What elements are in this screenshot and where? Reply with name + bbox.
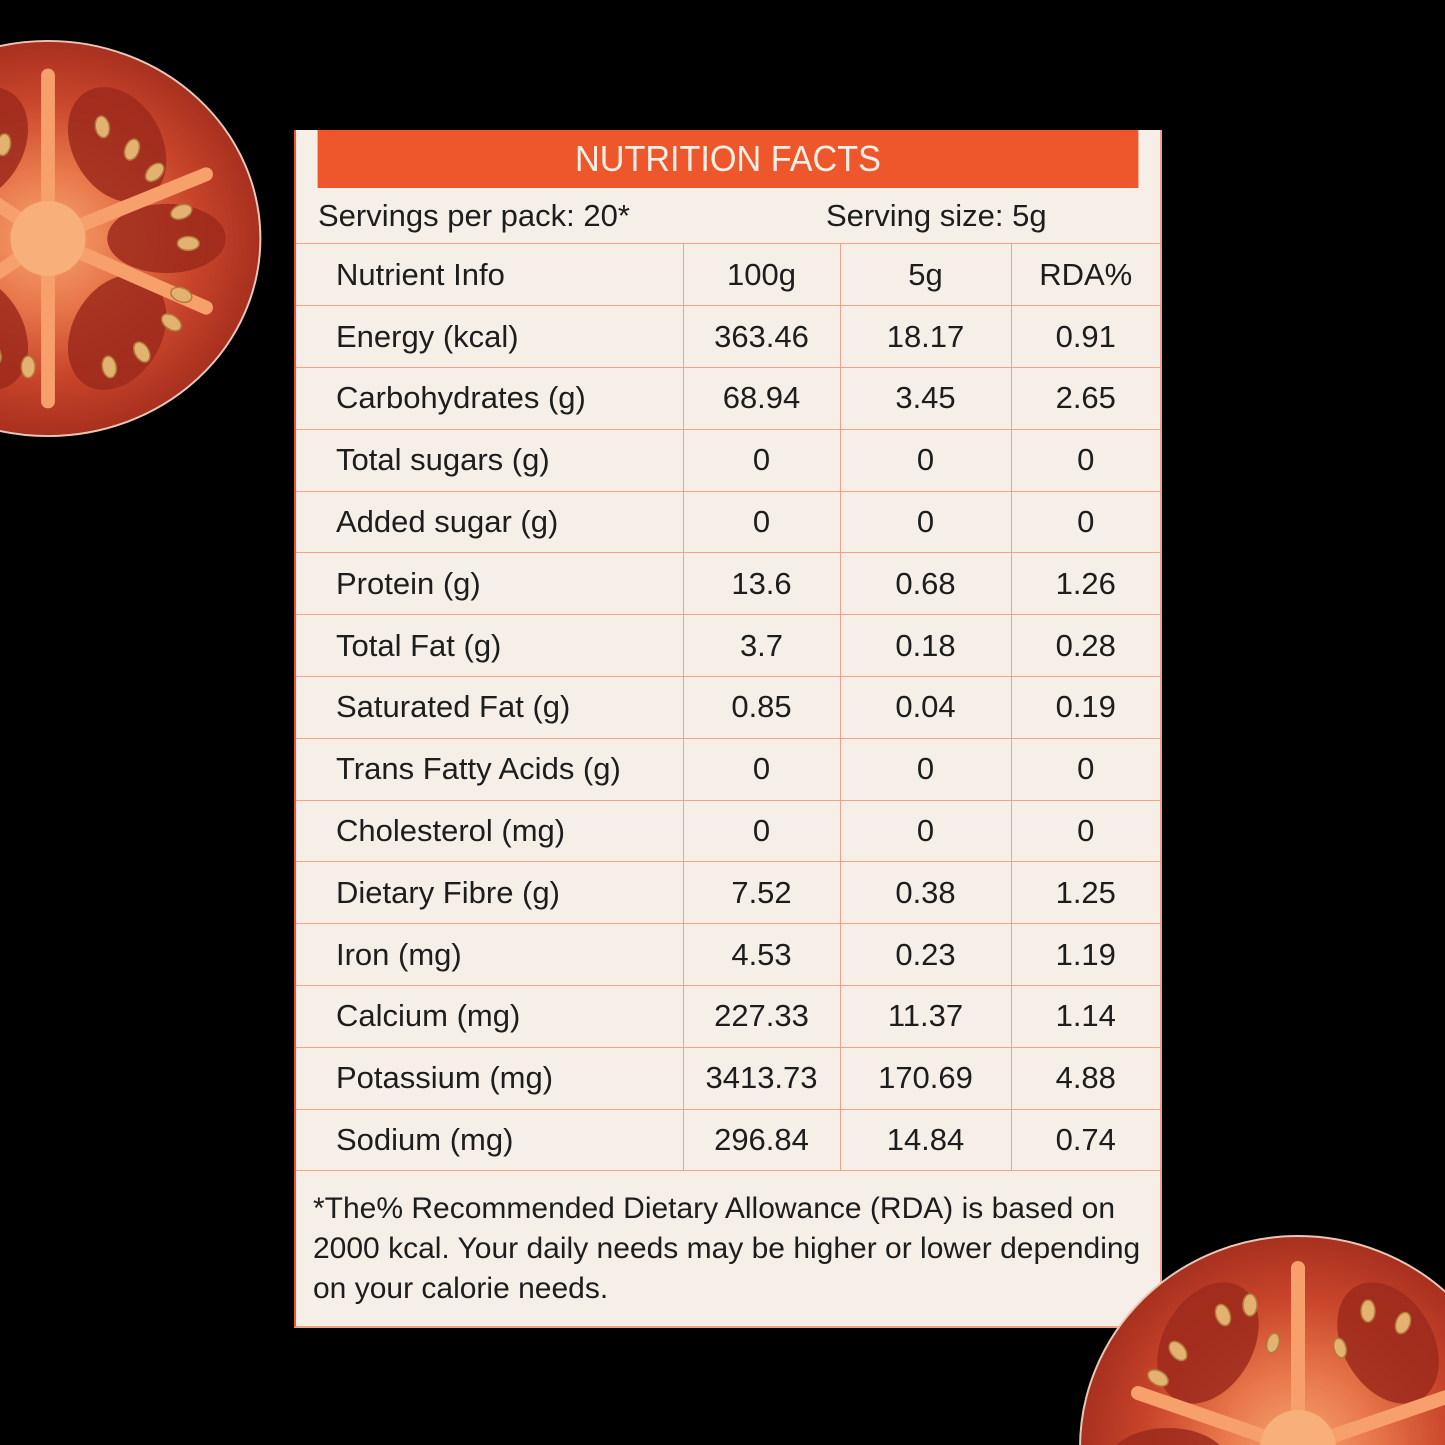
- value-rda: 0: [1011, 800, 1160, 863]
- value-100g: 13.6: [683, 552, 841, 616]
- value-5g: 14.84: [840, 1109, 1012, 1172]
- nutrient-name: Iron (mg): [296, 923, 684, 987]
- value-100g: 68.94: [683, 367, 841, 430]
- value-100g: 0: [683, 429, 841, 492]
- value-rda: 0: [1011, 491, 1160, 554]
- value-100g: 7.52: [683, 861, 841, 925]
- table-row: Saturated Fat (g) 0.85 0.04 0.19: [296, 676, 1160, 739]
- value-100g: 296.84: [683, 1109, 841, 1172]
- table-row: Total Fat (g) 3.7 0.18 0.28: [296, 614, 1160, 678]
- value-100g: 0.85: [683, 676, 841, 739]
- tomato-slice-icon: [1079, 1235, 1445, 1445]
- value-rda: 0.28: [1011, 614, 1160, 678]
- value-5g: 170.69: [840, 1047, 1012, 1110]
- value-5g: 0: [840, 429, 1012, 492]
- value-5g: 0: [840, 738, 1012, 801]
- value-rda: 0.19: [1011, 676, 1160, 739]
- nutrient-name: Trans Fatty Acids (g): [296, 738, 684, 801]
- nutrient-name: Calcium (mg): [296, 985, 684, 1048]
- value-100g: 227.33: [683, 985, 841, 1048]
- value-5g: 0.23: [840, 923, 1012, 987]
- value-5g: 0.68: [840, 552, 1012, 616]
- value-rda: 4.88: [1011, 1047, 1160, 1110]
- nutrition-facts-title: NUTRITION FACTS: [317, 130, 1139, 188]
- tomato-slice-icon: [0, 40, 262, 437]
- table-row: Energy (kcal) 363.46 18.17 0.91: [296, 305, 1160, 369]
- value-100g: 0: [683, 800, 841, 863]
- header-rda: RDA%: [1011, 244, 1160, 307]
- nutrient-name: Carbohydrates (g): [296, 367, 684, 430]
- value-rda: 0.74: [1011, 1109, 1160, 1172]
- servings-per-pack: Servings per pack: 20*: [318, 197, 630, 233]
- nutrient-name: Sodium (mg): [296, 1109, 684, 1172]
- servings-row: Servings per pack: 20* Serving size: 5g: [296, 188, 1160, 244]
- value-5g: 0: [840, 800, 1012, 863]
- table-row: Protein (g) 13.6 0.68 1.26: [296, 552, 1160, 616]
- table-row: Sodium (mg) 296.84 14.84 0.74: [296, 1109, 1160, 1172]
- value-rda: 2.65: [1011, 367, 1160, 430]
- value-5g: 0.04: [840, 676, 1012, 739]
- table-row: Trans Fatty Acids (g) 0 0 0: [296, 738, 1160, 801]
- value-100g: 3.7: [683, 614, 841, 678]
- value-5g: 0: [840, 491, 1012, 554]
- value-rda: 1.19: [1011, 923, 1160, 987]
- nutrient-name: Saturated Fat (g): [296, 676, 684, 739]
- value-5g: 0.38: [840, 861, 1012, 925]
- nutrient-table: Nutrient Info 100g 5g RDA% Energy (kcal)…: [296, 244, 1160, 1172]
- header-100g: 100g: [683, 244, 841, 307]
- nutrient-name: Total Fat (g): [296, 614, 684, 678]
- nutrient-name: Protein (g): [296, 552, 684, 616]
- table-row: Total sugars (g) 0 0 0: [296, 429, 1160, 492]
- value-5g: 11.37: [840, 985, 1012, 1048]
- nutrient-name: Added sugar (g): [296, 491, 684, 554]
- nutrition-facts-card: NUTRITION FACTS Servings per pack: 20* S…: [294, 130, 1162, 1328]
- nutrient-name: Cholesterol (mg): [296, 800, 684, 863]
- table-header-row: Nutrient Info 100g 5g RDA%: [296, 244, 1160, 307]
- value-5g: 3.45: [840, 367, 1012, 430]
- table-row: Cholesterol (mg) 0 0 0: [296, 800, 1160, 863]
- value-100g: 3413.73: [683, 1047, 841, 1110]
- value-rda: 1.25: [1011, 861, 1160, 925]
- nutrient-name: Potassium (mg): [296, 1047, 684, 1110]
- table-row: Carbohydrates (g) 68.94 3.45 2.65: [296, 367, 1160, 430]
- value-rda: 0.91: [1011, 305, 1160, 369]
- header-5g: 5g: [840, 244, 1012, 307]
- nutrient-name: Energy (kcal): [296, 305, 684, 369]
- table-row: Added sugar (g) 0 0 0: [296, 491, 1160, 554]
- table-row: Potassium (mg) 3413.73 170.69 4.88: [296, 1047, 1160, 1110]
- serving-size: Serving size: 5g: [826, 197, 1047, 233]
- value-rda: 1.14: [1011, 985, 1160, 1048]
- value-100g: 4.53: [683, 923, 841, 987]
- header-nutrient-info: Nutrient Info: [296, 244, 684, 307]
- value-rda: 1.26: [1011, 552, 1160, 616]
- value-100g: 0: [683, 491, 841, 554]
- rda-footnote: *The% Recommended Dietary Allowance (RDA…: [313, 1192, 1141, 1306]
- value-100g: 0: [683, 738, 841, 801]
- value-5g: 0.18: [840, 614, 1012, 678]
- table-row: Iron (mg) 4.53 0.23 1.19: [296, 923, 1160, 987]
- table-row: Dietary Fibre (g) 7.52 0.38 1.25: [296, 861, 1160, 925]
- value-rda: 0: [1011, 429, 1160, 492]
- table-row: Calcium (mg) 227.33 11.37 1.14: [296, 985, 1160, 1048]
- value-100g: 363.46: [683, 305, 841, 369]
- value-rda: 0: [1011, 738, 1160, 801]
- nutrient-name: Total sugars (g): [296, 429, 684, 492]
- value-5g: 18.17: [840, 305, 1012, 369]
- nutrient-name: Dietary Fibre (g): [296, 861, 684, 925]
